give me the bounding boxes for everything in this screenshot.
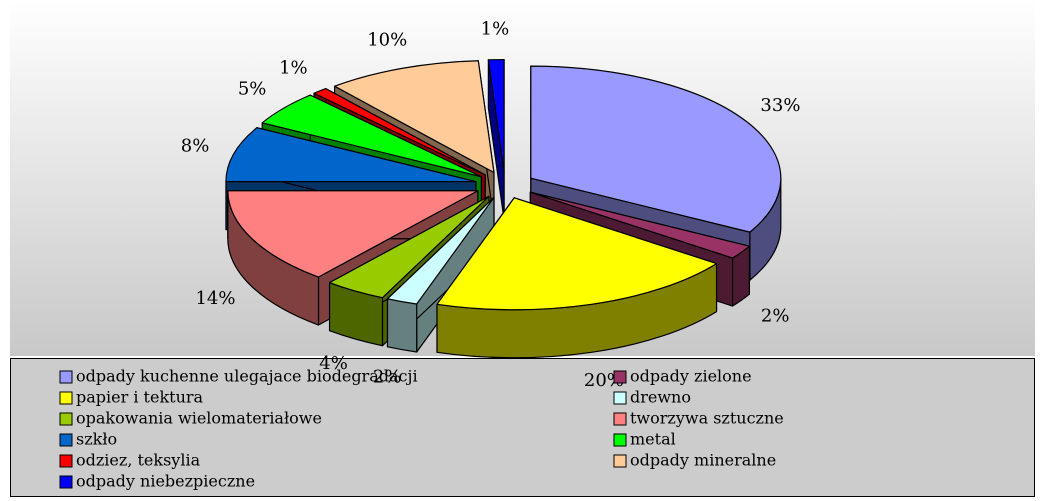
- data-label: 1%: [481, 19, 510, 40]
- slice-top: [225, 127, 477, 183]
- slice: [386, 196, 495, 353]
- slice-wall: [386, 298, 418, 353]
- legend-label: odpady niebezpieczne: [76, 472, 255, 491]
- slice-top: [328, 195, 490, 299]
- legend-swatch: [59, 370, 73, 384]
- slice-top: [436, 197, 718, 311]
- legend-label: odpady kuchenne ulegajace biodegradacji: [76, 367, 418, 386]
- legend-swatch: [59, 454, 73, 468]
- data-label: 2%: [761, 305, 790, 326]
- legend-swatch: [59, 475, 73, 489]
- legend-swatch: [59, 391, 73, 405]
- legend-label: odpady mineralne: [630, 451, 776, 470]
- data-label: 14%: [195, 288, 235, 309]
- labels: 33%2%20%2%4%14%8%5%1%10%1%: [181, 19, 801, 391]
- legend-swatch: [613, 412, 627, 426]
- legend-label: opakowania wielomateriałowe: [76, 409, 322, 428]
- slice-top: [227, 190, 479, 278]
- slice: [436, 197, 718, 359]
- legend-label: metal: [630, 430, 676, 449]
- data-label: 1%: [279, 57, 308, 78]
- legend-label: tworzywa sztuczne: [630, 409, 784, 428]
- legend-label: odziez, teksylia: [76, 451, 201, 470]
- legend-swatch: [613, 391, 627, 405]
- legend-label: odpady zielone: [630, 367, 752, 386]
- data-label: 33%: [760, 95, 800, 116]
- legend-label: drewno: [630, 388, 691, 407]
- legend-swatch: [613, 370, 627, 384]
- legend-swatch: [613, 433, 627, 447]
- slice-top: [529, 191, 751, 259]
- data-label: 4%: [319, 353, 348, 374]
- slice-top: [334, 60, 495, 174]
- legend-label: szkło: [76, 430, 117, 449]
- pie: [225, 58, 782, 359]
- legend-swatch: [59, 412, 73, 426]
- data-label: 8%: [181, 135, 210, 156]
- data-label: 10%: [367, 29, 407, 50]
- legend-box: [10, 358, 1035, 497]
- data-label: 5%: [238, 79, 267, 100]
- slice-top: [386, 196, 495, 305]
- legend-swatch: [613, 454, 627, 468]
- slice-top: [261, 94, 482, 178]
- legend-label: papier i tektura: [76, 388, 204, 407]
- legend-swatch: [59, 433, 73, 447]
- slice: [487, 58, 505, 221]
- legend: odpady kuchenne ulegajace biodegradacji o…: [59, 367, 784, 491]
- slice-top: [530, 65, 782, 233]
- slice-top: [313, 88, 486, 176]
- slice-top: [487, 58, 505, 173]
- data-label: 2%: [373, 367, 402, 388]
